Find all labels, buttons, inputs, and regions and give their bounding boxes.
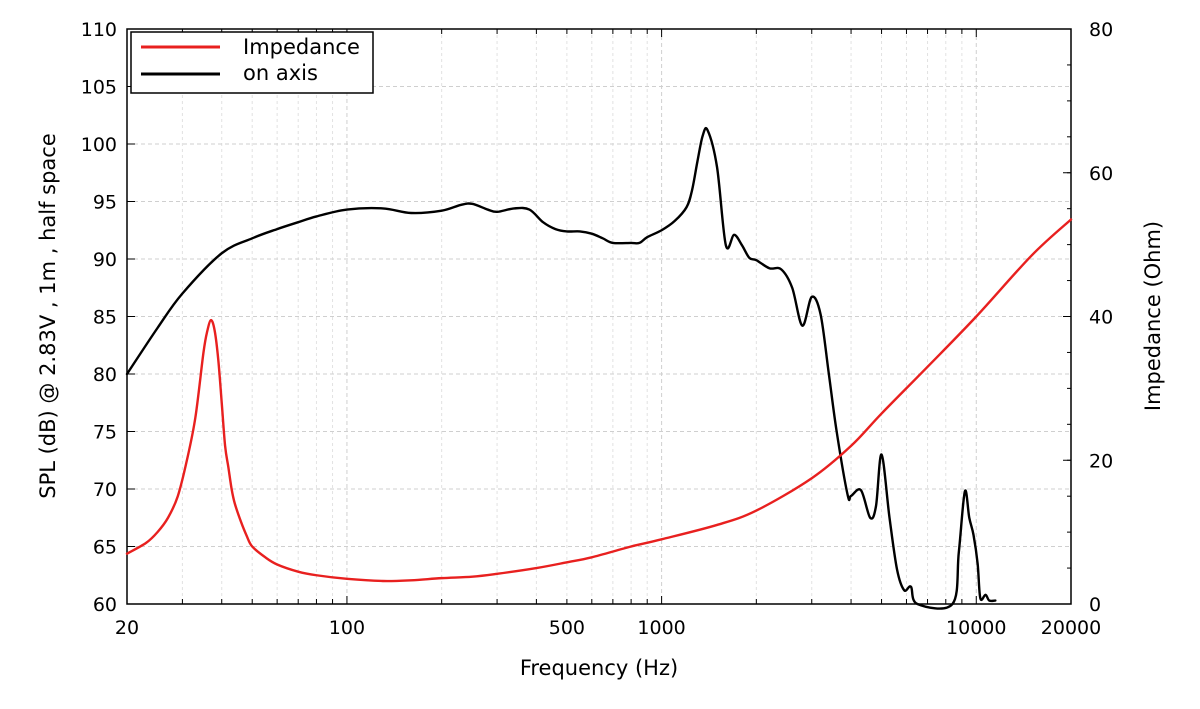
x-tick-label: 100: [329, 617, 365, 639]
x-tick-label: 10000: [946, 617, 1006, 639]
series: [125, 126, 1073, 610]
y-tick-label: 90: [93, 249, 117, 271]
series-line-on-axis: [125, 126, 997, 610]
y-tick-label: 100: [81, 134, 117, 156]
x-tick-label: 500: [549, 617, 585, 639]
y2-tick-label: 20: [1089, 450, 1113, 472]
y-tick-label: 70: [93, 479, 117, 501]
legend: Impedance on axis: [130, 31, 374, 94]
y2-axis-title: Impedance (Ohm): [1141, 221, 1165, 411]
y-tick-label: 65: [93, 537, 117, 559]
y-tick-label: 80: [93, 364, 117, 386]
y2-tick-label: 0: [1089, 594, 1101, 616]
y-tick-label: 60: [93, 594, 117, 616]
y2-tick-label: 80: [1089, 19, 1113, 41]
grid: [127, 29, 1071, 604]
y-tick-label: 75: [93, 422, 117, 444]
y2-tick-label: 40: [1089, 307, 1113, 329]
legend-box: [130, 31, 374, 94]
series-line-impedance: [125, 218, 1073, 583]
legend-label-impedance: Impedance: [243, 35, 360, 59]
legend-label-on-axis: on axis: [243, 61, 318, 85]
y-axis-title: SPL (dB) @ 2.83V , 1m , half space: [36, 133, 60, 499]
y-tick-label: 105: [81, 77, 117, 99]
y-tick-label: 110: [81, 19, 117, 41]
y-tick-label: 85: [93, 307, 117, 329]
x-tick-label: 1000: [637, 617, 685, 639]
y2-tick-label: 60: [1089, 163, 1113, 185]
y-tick-label: 95: [93, 192, 117, 214]
x-tick-label: 20: [115, 617, 139, 639]
x-tick-label: 20000: [1041, 617, 1101, 639]
tick-labels: 60 65 70 75 80 85 90 95 100 105 110 0 20 40 60 80 20 100 5…: [81, 19, 1113, 639]
x-axis-title: Frequency (Hz): [520, 656, 678, 680]
